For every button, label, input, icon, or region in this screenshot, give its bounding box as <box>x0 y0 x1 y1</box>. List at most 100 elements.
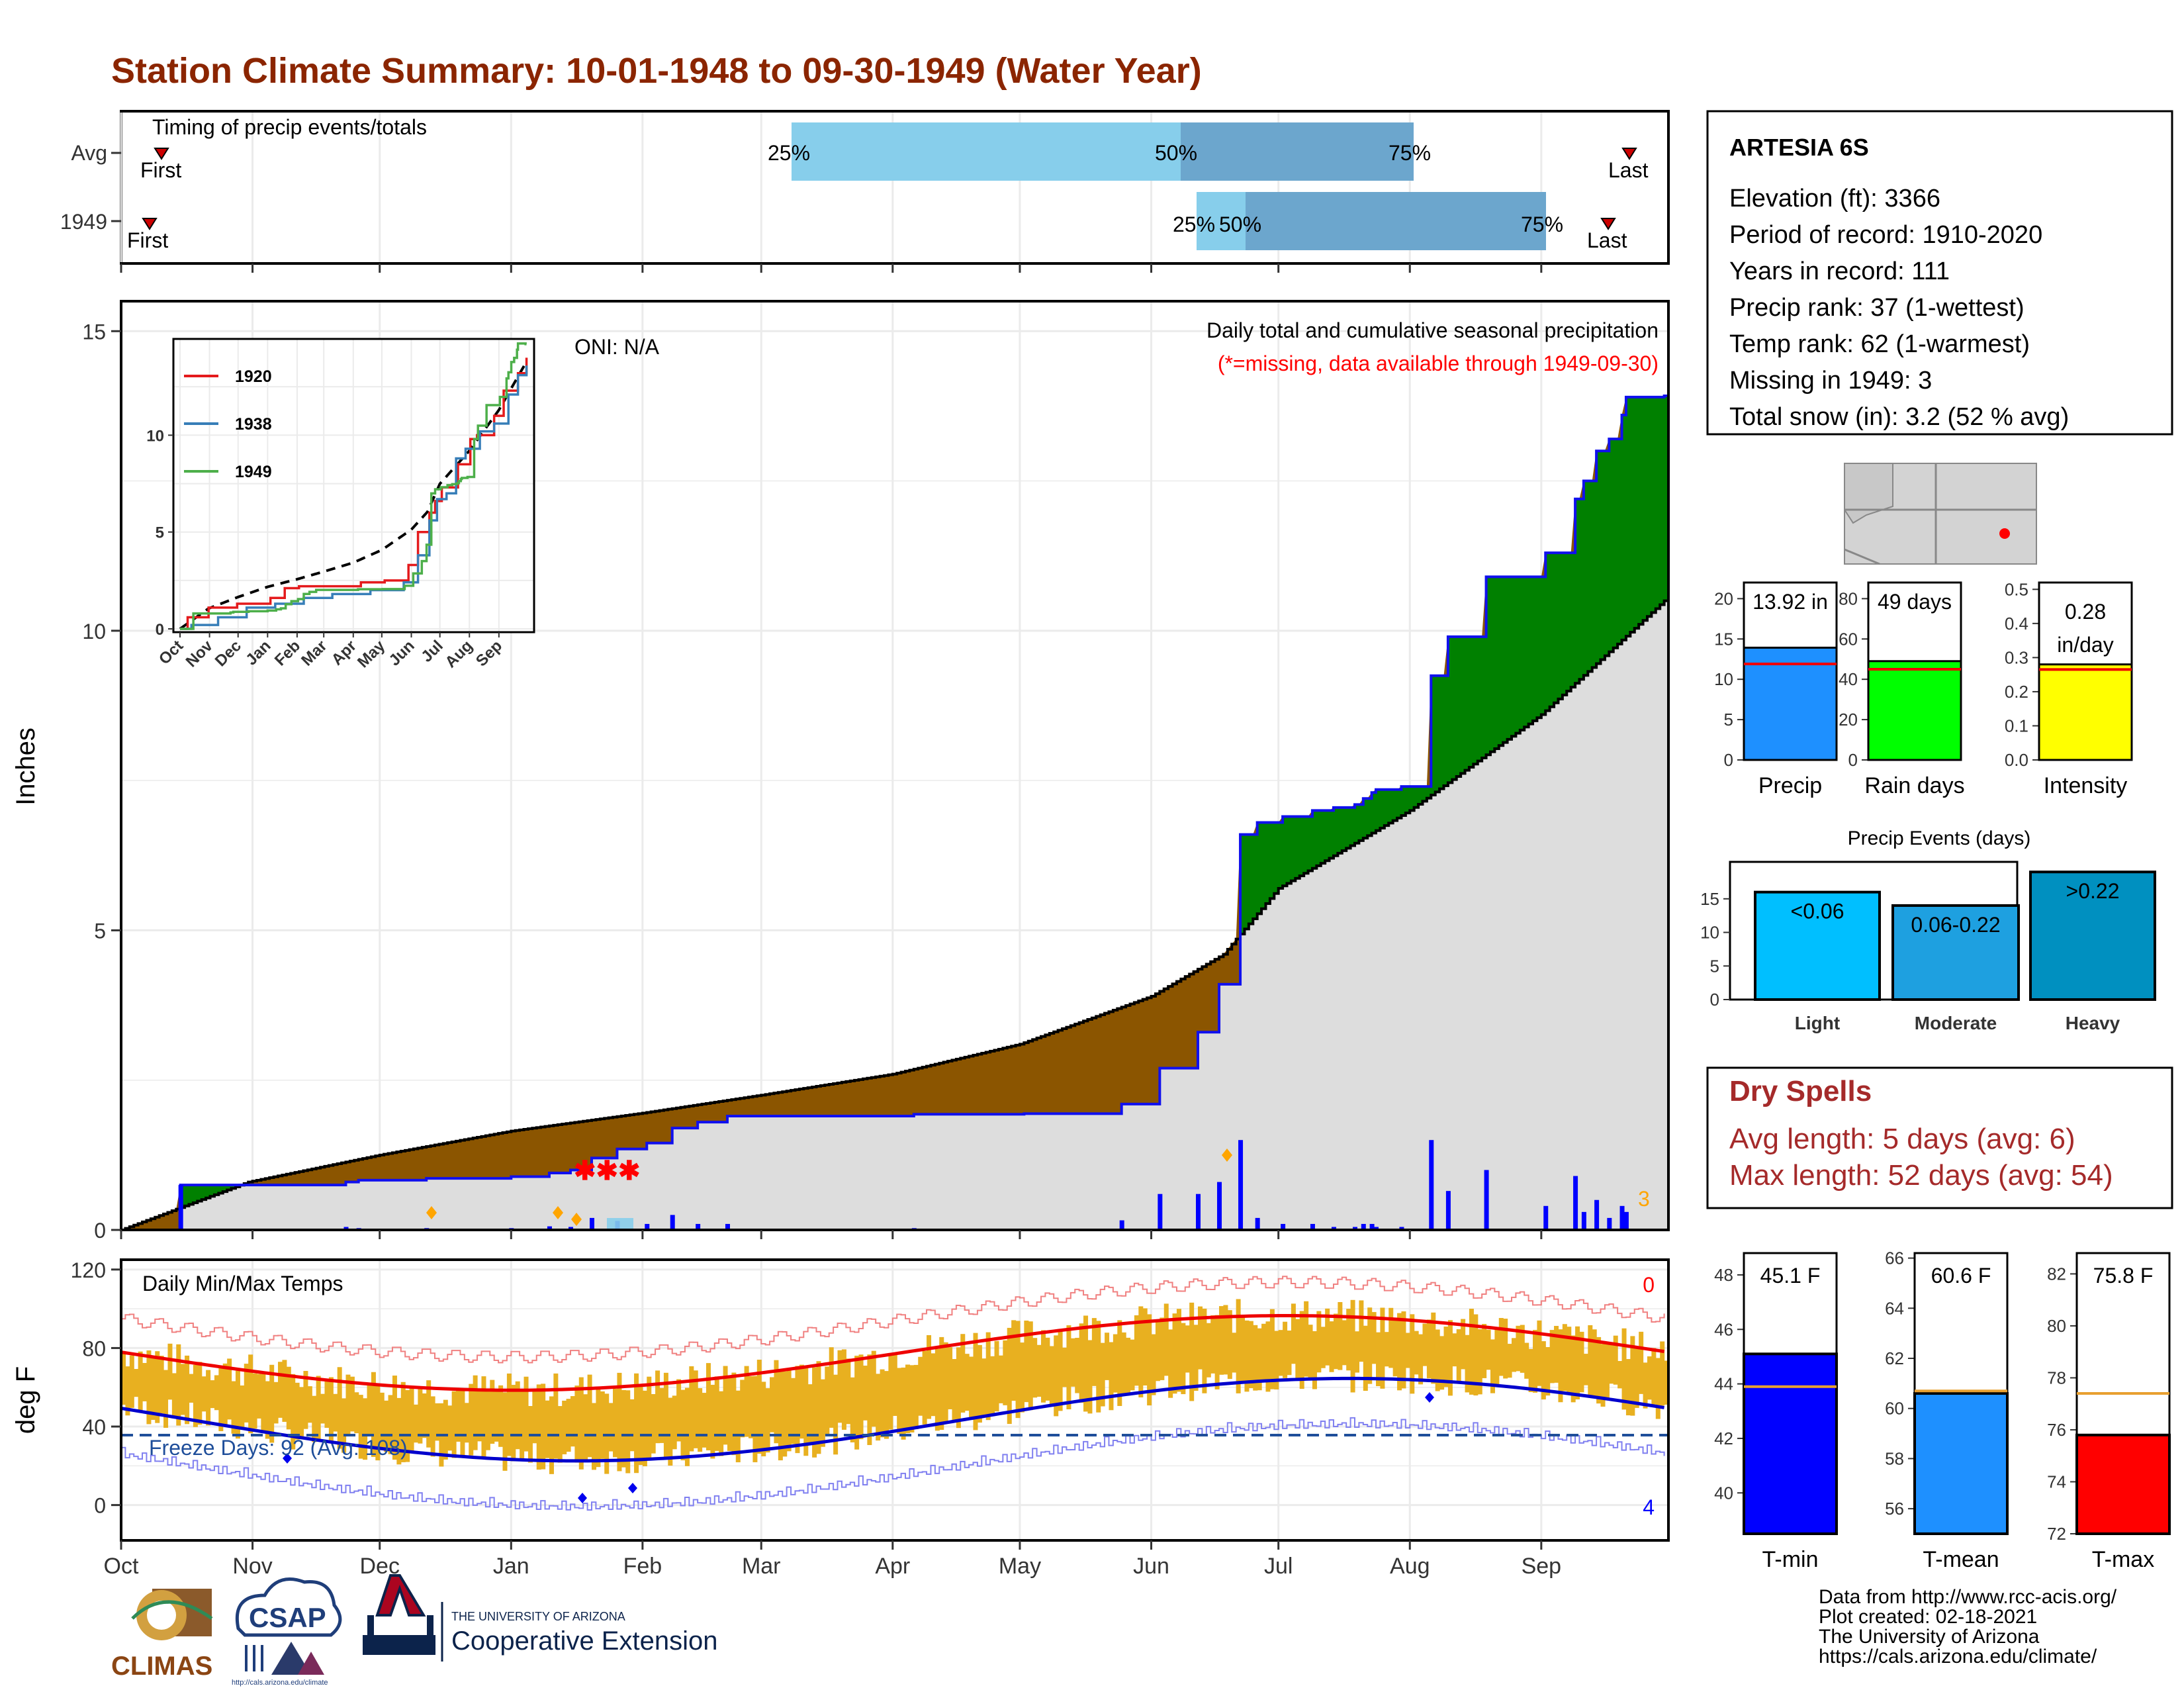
daily-temp-bar <box>1100 1342 1105 1407</box>
daily-temp-bar <box>1172 1313 1177 1394</box>
daily-temp-bar <box>1558 1329 1563 1403</box>
events-bar-value: >0.22 <box>2066 879 2120 903</box>
daily-temp-bar <box>1269 1309 1275 1389</box>
daily-precip-bar <box>1331 1227 1336 1230</box>
daily-temp-bar <box>1639 1331 1644 1394</box>
daily-temp-bar <box>379 1392 385 1448</box>
dry-spells-box: Dry Spells Avg length: 5 days (avg: 6) M… <box>1706 1066 2173 1209</box>
daily-temp-bar <box>1486 1329 1491 1370</box>
avg-iqr-upper-bar <box>1181 122 1414 181</box>
daily-temp-bar <box>418 1389 423 1444</box>
inset-legend-1920: 1920 <box>235 367 272 386</box>
obs-last-label: Last <box>1587 228 1627 252</box>
daily-temp-bar <box>604 1393 610 1474</box>
daily-precip-bar <box>590 1217 595 1230</box>
daily-temp-bar <box>952 1359 957 1421</box>
freeze-days-label: Freeze Days: 92 (Avg: 108) <box>149 1436 408 1460</box>
station-temp-rank: Temp rank: 62 (1-warmest) <box>1729 330 2030 358</box>
daily-temp-bar <box>1257 1328 1262 1391</box>
daily-temp-bar <box>303 1371 308 1429</box>
temp-summary-y-tick: 76 <box>2047 1420 2066 1440</box>
daily-temp-bar <box>1533 1330 1538 1393</box>
summary-bar-value-unit: in/day <box>2057 633 2113 657</box>
daily-temp-bar <box>142 1362 148 1401</box>
daily-temp-bar <box>193 1364 198 1427</box>
daily-temp-bar <box>744 1366 749 1437</box>
summary-bar-label: Intensity <box>2044 773 2128 798</box>
inset-average-line <box>179 361 528 630</box>
daily-precip-bar <box>696 1223 701 1230</box>
events-y-tick: 5 <box>1710 956 1719 976</box>
daily-temp-bar <box>846 1358 851 1425</box>
daily-temp-bar <box>345 1374 351 1436</box>
daily-precip-bar <box>178 1185 183 1230</box>
daily-temp-bar <box>680 1389 686 1461</box>
daily-temp-bar <box>1227 1310 1232 1380</box>
daily-temp-bar <box>506 1373 512 1456</box>
daily-temp-bar <box>1329 1321 1334 1372</box>
daily-temp-bar <box>1570 1335 1576 1403</box>
temp-summary-y-tick: 42 <box>1714 1429 1733 1448</box>
daily-temp-bar <box>705 1363 711 1450</box>
summary-bar-intensity <box>2038 663 2133 761</box>
daily-temp-bar <box>1354 1331 1359 1373</box>
daily-temp-bar <box>1189 1302 1195 1401</box>
daily-temp-bar <box>651 1394 656 1454</box>
daily-temp-bar <box>282 1360 287 1422</box>
daily-precip-bar <box>1374 1227 1379 1230</box>
daily-precip-bar <box>1369 1223 1375 1230</box>
daily-temp-bar <box>756 1360 762 1454</box>
temp-x-tick: Jun <box>1133 1554 1169 1579</box>
footer-line-3: The University of Arizona <box>1819 1626 2040 1648</box>
daily-temp-bar <box>1439 1336 1445 1390</box>
daily-temp-bar <box>456 1387 461 1442</box>
daily-temp-bar <box>541 1383 546 1470</box>
daily-temp-bar <box>481 1376 486 1459</box>
daily-temp-bar <box>1431 1312 1436 1384</box>
daily-temp-bar <box>1223 1305 1228 1375</box>
record-low-marker <box>578 1493 587 1503</box>
daily-temp-bar <box>566 1399 571 1452</box>
daily-temp-bar <box>520 1390 525 1460</box>
daily-temp-bar <box>464 1403 469 1443</box>
daily-temp-bar <box>349 1376 355 1432</box>
snow-event-marker <box>1222 1149 1232 1162</box>
record-min-line <box>121 1417 1665 1511</box>
daily-temp-bar <box>553 1373 559 1459</box>
daily-temp-bar <box>1507 1344 1512 1378</box>
daily-temp-bar <box>1134 1315 1139 1386</box>
daily-temp-bar <box>490 1380 495 1444</box>
daily-temp-bar <box>981 1358 987 1417</box>
daily-precip-bar <box>547 1226 552 1230</box>
daily-temp-bar <box>1617 1360 1623 1389</box>
daily-temp-bar <box>939 1336 944 1430</box>
record-low-marker <box>283 1453 292 1464</box>
daily-precip-bar <box>1619 1205 1625 1230</box>
daily-temp-bar <box>1049 1346 1054 1406</box>
inset-y-tick: 10 <box>146 427 164 445</box>
temp-y-tick: 120 <box>71 1258 106 1282</box>
daily-temp-bar <box>1609 1344 1614 1384</box>
obs-iqr-upper-bar <box>1246 192 1546 250</box>
daily-temp-bar <box>1032 1338 1038 1398</box>
daily-temp-bar <box>451 1391 457 1458</box>
daily-temp-bar <box>185 1355 190 1425</box>
daily-temp-bar <box>642 1390 647 1467</box>
daily-temp-bar <box>1567 1327 1572 1395</box>
daily-temp-bar <box>159 1356 164 1414</box>
daily-temp-bar <box>235 1370 240 1439</box>
dry-spells-avg: Avg length: 5 days (avg: 6) <box>1729 1123 2075 1155</box>
daily-temp-bar <box>977 1344 982 1423</box>
daily-temp-bar <box>443 1399 448 1460</box>
daily-temp-bar <box>1197 1306 1203 1370</box>
temp-summary-y-tick: 58 <box>1885 1448 1904 1468</box>
daily-temp-bar <box>655 1370 660 1444</box>
daily-temp-bar <box>892 1353 897 1416</box>
daily-temp-bar <box>1130 1339 1135 1391</box>
temp-summary-y-tick: 72 <box>2047 1524 2066 1544</box>
daily-temp-bar <box>1410 1314 1415 1394</box>
daily-temp-bar <box>876 1374 881 1441</box>
daily-precip-bar <box>343 1227 349 1230</box>
daily-temp-bar <box>1091 1318 1097 1386</box>
precip-note: Daily total and cumulative seasonal prec… <box>1206 318 1659 342</box>
